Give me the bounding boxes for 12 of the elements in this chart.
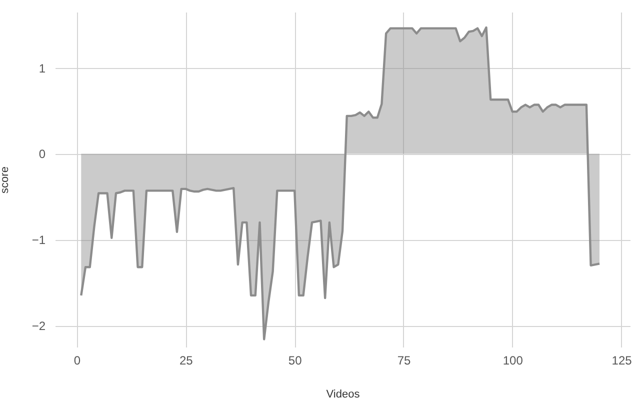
- x-tick-label: 75: [397, 354, 411, 368]
- x-tick-label: 25: [180, 354, 194, 368]
- x-tick-label: 0: [74, 354, 81, 368]
- x-axis-title: Videos: [326, 388, 360, 400]
- x-tick-label: 50: [288, 354, 302, 368]
- y-tick-label: −2: [32, 319, 46, 334]
- y-tick-label: 1: [38, 61, 46, 76]
- y-tick-label: 0: [38, 147, 46, 162]
- x-tick-label: 100: [502, 354, 524, 368]
- x-tick-label: 125: [612, 354, 632, 368]
- y-axis-title: score: [0, 166, 11, 194]
- y-tick-label: −1: [32, 233, 46, 248]
